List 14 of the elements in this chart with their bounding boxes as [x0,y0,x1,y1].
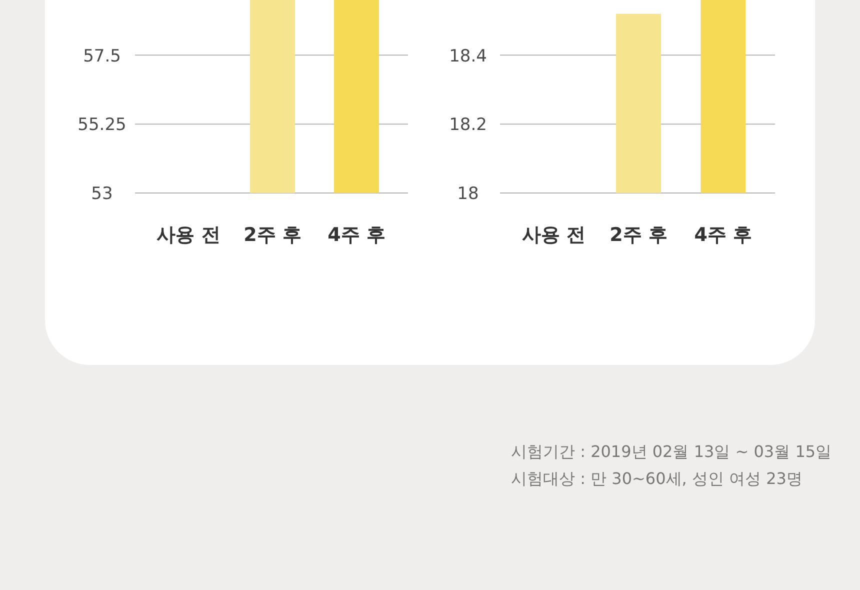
x-tick-label: 사용 전 [156,224,220,246]
y-tick-label: 55.25 [78,115,126,136]
y-tick-label: 18.4 [449,46,487,66]
x-tick-label: 4주 후 [694,224,752,246]
y-tick-label: 53 [91,184,113,204]
text: 시험기간 : 2019년 02월 13일 ~ 03월 15일 [511,442,832,461]
y-tick-label: 18.2 [449,115,487,136]
x-tick-label: 사용 전 [522,224,586,246]
y-tick-label: 57.5 [83,46,121,66]
x-tick-label: 4주 후 [328,224,386,246]
x-tick-label: 2주 후 [244,224,302,246]
y-tick-label: 18 [457,184,479,204]
x-tick-label: 2주 후 [610,224,668,246]
text: 시험대상 : 만 30~60세, 성인 여성 23명 [511,469,802,488]
